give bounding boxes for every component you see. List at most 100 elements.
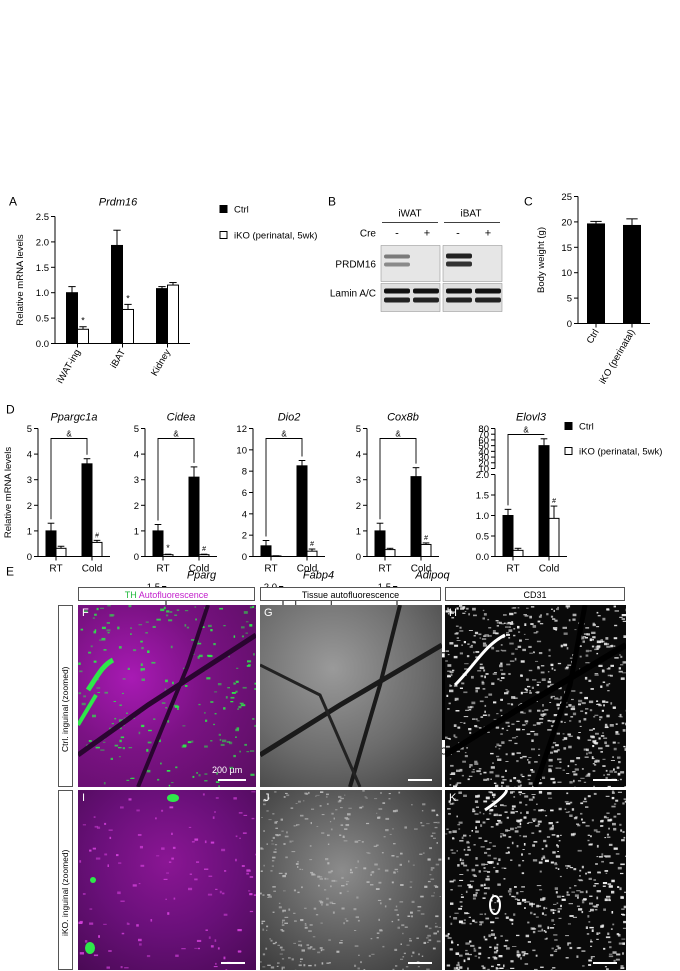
k-specks-speck bbox=[621, 938, 626, 940]
h-specks-speck bbox=[552, 781, 556, 784]
j-specks-speck bbox=[285, 792, 288, 794]
h-specks-speck bbox=[602, 732, 604, 734]
j-specks-speck bbox=[298, 964, 302, 967]
j-specks-speck bbox=[274, 791, 277, 793]
f-specks-speck bbox=[145, 621, 149, 623]
j-specks-speck bbox=[330, 870, 333, 873]
f-specks-speck bbox=[223, 625, 226, 627]
h-specks-speck bbox=[496, 755, 500, 758]
j-specks-speck bbox=[309, 924, 313, 926]
y-tick-label-d5-1: 0.5 bbox=[476, 532, 489, 543]
micro-i-texture bbox=[78, 791, 256, 970]
h-specks-speck bbox=[487, 731, 490, 733]
bar-a-0-0 bbox=[66, 292, 78, 344]
k-specks-speck bbox=[602, 885, 606, 887]
k-specks-speck bbox=[588, 877, 592, 880]
micro-i-nerve-1 bbox=[167, 794, 179, 802]
h-specks-speck bbox=[449, 684, 451, 687]
h-specks-speck bbox=[482, 609, 485, 612]
k-specks-speck bbox=[605, 795, 610, 797]
j-specks-speck bbox=[388, 898, 392, 901]
h-specks-speck bbox=[584, 696, 588, 700]
h-specks-speck bbox=[601, 709, 604, 712]
k-specks-speck bbox=[543, 839, 547, 843]
k-specks-speck bbox=[617, 813, 621, 815]
h-specks-speck bbox=[597, 615, 601, 617]
h-specks-speck bbox=[548, 678, 551, 680]
j-specks-speck bbox=[407, 915, 411, 917]
k-specks-speck bbox=[483, 870, 488, 872]
k-specks-speck bbox=[447, 857, 450, 860]
h-specks-speck bbox=[511, 752, 515, 756]
chart-title-e2: Fabp4 bbox=[303, 570, 334, 582]
k-specks-speck bbox=[553, 903, 557, 905]
panel-label-a: A bbox=[9, 195, 17, 209]
k-specks-speck bbox=[596, 890, 601, 893]
k-specks-speck bbox=[615, 853, 620, 855]
h-specks-speck bbox=[447, 654, 450, 656]
h-specks-speck bbox=[475, 726, 479, 728]
f-specks-speck bbox=[172, 681, 174, 685]
j-specks-speck bbox=[327, 862, 330, 865]
chart-title-d5: Elovl3 bbox=[516, 412, 547, 424]
h-specks-speck bbox=[612, 756, 614, 758]
f-specks-speck bbox=[88, 740, 92, 742]
j-specks-speck bbox=[396, 914, 399, 916]
j-specks-speck bbox=[284, 916, 289, 918]
i-specks-speck bbox=[215, 962, 217, 965]
k-specks-speck bbox=[594, 909, 598, 911]
j-specks-speck bbox=[391, 920, 394, 923]
j-specks-speck bbox=[270, 939, 273, 942]
k-specks-speck bbox=[560, 904, 562, 908]
h-specks-speck bbox=[453, 685, 458, 687]
k-specks-speck bbox=[450, 849, 454, 851]
blot-cre-label: Cre bbox=[360, 229, 377, 240]
j-specks-speck bbox=[315, 795, 317, 797]
h-specks-speck bbox=[500, 662, 503, 665]
y-tick-label-d4-1: 1 bbox=[356, 526, 361, 537]
f-specks-speck bbox=[141, 678, 145, 681]
k-specks-speck bbox=[617, 866, 622, 870]
k-specks-speck bbox=[486, 818, 490, 820]
h-specks-speck bbox=[614, 624, 618, 627]
k-specks-speck bbox=[458, 791, 462, 794]
k-specks-speck bbox=[532, 844, 535, 847]
k-specks-speck bbox=[463, 834, 467, 837]
j-specks-speck bbox=[272, 813, 275, 815]
i-specks-speck bbox=[251, 817, 255, 820]
f-specks-speck bbox=[191, 639, 196, 641]
j-specks-speck bbox=[268, 819, 272, 821]
j-specks-speck bbox=[282, 919, 285, 922]
h-specks-speck bbox=[603, 737, 608, 739]
h-specks-speck bbox=[527, 778, 531, 781]
j-specks-speck bbox=[402, 956, 405, 958]
k-specks-speck bbox=[494, 948, 496, 950]
k-specks-speck bbox=[472, 919, 475, 922]
h-specks-speck bbox=[617, 756, 621, 759]
h-specks-speck bbox=[584, 756, 589, 758]
j-specks-speck bbox=[344, 828, 348, 830]
h-specks-speck bbox=[484, 710, 486, 713]
j-specks-speck bbox=[392, 810, 397, 813]
k-specks-speck bbox=[536, 803, 538, 805]
h-specks-speck bbox=[548, 769, 552, 773]
h-specks-speck bbox=[562, 733, 565, 735]
j-specks-speck bbox=[298, 800, 301, 803]
k-specks-speck bbox=[450, 922, 453, 925]
panel-label-d1: D bbox=[6, 403, 15, 417]
j-specks-speck bbox=[331, 812, 334, 815]
h-specks-speck bbox=[479, 773, 482, 775]
k-specks-speck bbox=[611, 790, 615, 793]
k-specks-speck bbox=[593, 829, 598, 832]
i-specks-speck bbox=[235, 858, 237, 862]
h-specks-speck bbox=[612, 706, 616, 709]
j-specks-speck bbox=[435, 885, 439, 888]
micro-j-specks bbox=[260, 790, 442, 970]
k-specks-speck bbox=[516, 951, 520, 954]
k-specks-speck bbox=[590, 939, 592, 942]
i-specks-speck bbox=[155, 817, 157, 820]
i-specks-speck bbox=[204, 840, 207, 844]
j-specks-speck bbox=[361, 841, 364, 843]
h-specks-speck bbox=[511, 652, 515, 655]
h-specks-speck bbox=[445, 610, 450, 612]
